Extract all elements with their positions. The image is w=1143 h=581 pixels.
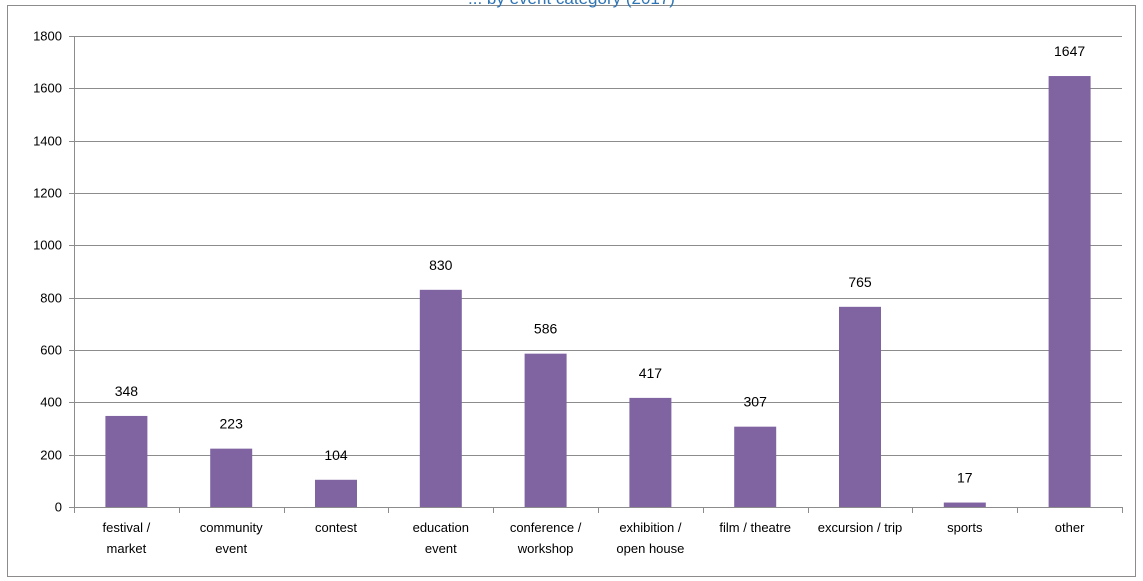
category-label-line: other (1055, 520, 1085, 535)
data-label: 17 (957, 470, 973, 486)
y-tick-label: 1000 (33, 238, 62, 253)
chart-title: ... by event category (2017) (0, 0, 1143, 9)
data-labels: 348 223 104 830 586 417 307 765 17 1647 (115, 43, 1086, 486)
category-label-line: event (215, 541, 247, 556)
category-label-line: contest (315, 520, 357, 535)
data-label: 1647 (1054, 43, 1085, 59)
data-label: 223 (220, 416, 244, 432)
category-label-line: exhibition / (619, 520, 682, 535)
bar (210, 448, 253, 507)
y-tick-label: 1800 (33, 29, 62, 44)
data-label: 307 (744, 394, 768, 410)
y-tick-label: 200 (40, 448, 62, 463)
bars (105, 76, 1091, 507)
data-label: 586 (534, 321, 558, 337)
y-tick-label: 600 (40, 343, 62, 358)
category-label-line: market (107, 541, 147, 556)
y-axis: 0 200 400 600 800 1000 1200 1400 1600 1800 (33, 29, 75, 515)
bar (315, 479, 357, 507)
category-label: education event (413, 520, 469, 556)
category-label: excursion / trip (818, 520, 903, 535)
data-label: 348 (115, 383, 139, 399)
category-label-line: film / theatre (719, 520, 791, 535)
y-tick-label: 1200 (33, 186, 62, 201)
category-label-line: workshop (517, 541, 574, 556)
category-label-line: excursion / trip (818, 520, 903, 535)
data-label: 830 (429, 257, 453, 273)
bar (1048, 76, 1091, 507)
category-label-line: festival / (103, 520, 151, 535)
bar (419, 289, 462, 507)
category-label: festival / market (103, 520, 151, 556)
category-label: conference / workshop (510, 520, 582, 556)
category-label: community event (200, 520, 263, 556)
category-label: other (1055, 520, 1085, 535)
y-tick-label: 1400 (33, 134, 62, 149)
data-label: 417 (639, 365, 663, 381)
category-label-line: sports (947, 520, 983, 535)
category-label: film / theatre (719, 520, 791, 535)
category-label-line: conference / (510, 520, 582, 535)
category-label-line: community (200, 520, 263, 535)
category-label: sports (947, 520, 983, 535)
bar (839, 306, 881, 507)
category-label: exhibition / open house (616, 520, 684, 556)
bar (734, 426, 777, 507)
y-tick-label: 1600 (33, 81, 62, 96)
bar (629, 397, 672, 507)
gridlines (69, 36, 1122, 508)
category-label-line: open house (616, 541, 684, 556)
bar (524, 353, 567, 507)
category-label-line: event (425, 541, 457, 556)
y-tick-label: 400 (40, 395, 62, 410)
data-label: 104 (324, 447, 348, 463)
chart-frame (7, 5, 1136, 577)
x-axis: festival / market community event contest edu… (74, 507, 1123, 556)
y-tick-label: 800 (40, 291, 62, 306)
y-tick-label: 0 (55, 500, 62, 515)
category-label: contest (315, 520, 357, 535)
bar (943, 502, 986, 507)
category-label-line: education (413, 520, 469, 535)
bar (105, 415, 148, 507)
data-label: 765 (848, 274, 872, 290)
